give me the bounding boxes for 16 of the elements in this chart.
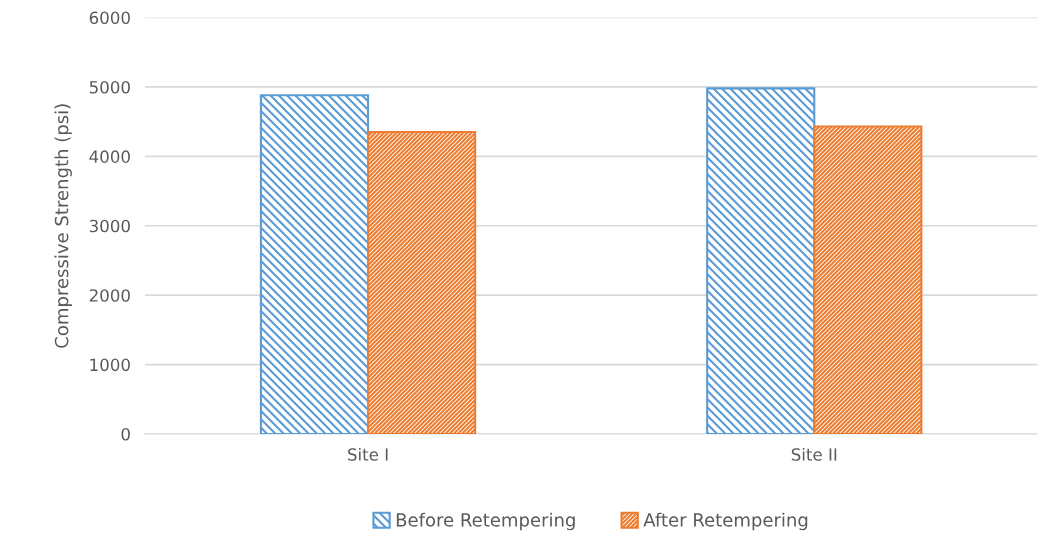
legend-label: Before Retempering bbox=[396, 512, 575, 531]
y-tick-label: 3000 bbox=[89, 219, 130, 233]
y-tick-label: 2000 bbox=[89, 289, 130, 302]
y-tick-label: 0 bbox=[121, 427, 130, 441]
x-tick-label: Site II bbox=[791, 447, 837, 461]
bar bbox=[259, 94, 370, 435]
bar bbox=[366, 131, 477, 435]
y-tick-label: 4000 bbox=[89, 150, 130, 163]
y-axis-title: Compressive Strength (psi) bbox=[54, 104, 72, 348]
bar bbox=[813, 125, 923, 435]
y-tick-label: 1000 bbox=[90, 358, 130, 372]
legend-label: After Retempering bbox=[643, 512, 808, 531]
y-tick-label: 5000 bbox=[89, 80, 130, 94]
y-tick-label: 6000 bbox=[89, 11, 130, 25]
x-tick-label: Site I bbox=[348, 447, 388, 461]
bar bbox=[706, 87, 816, 435]
